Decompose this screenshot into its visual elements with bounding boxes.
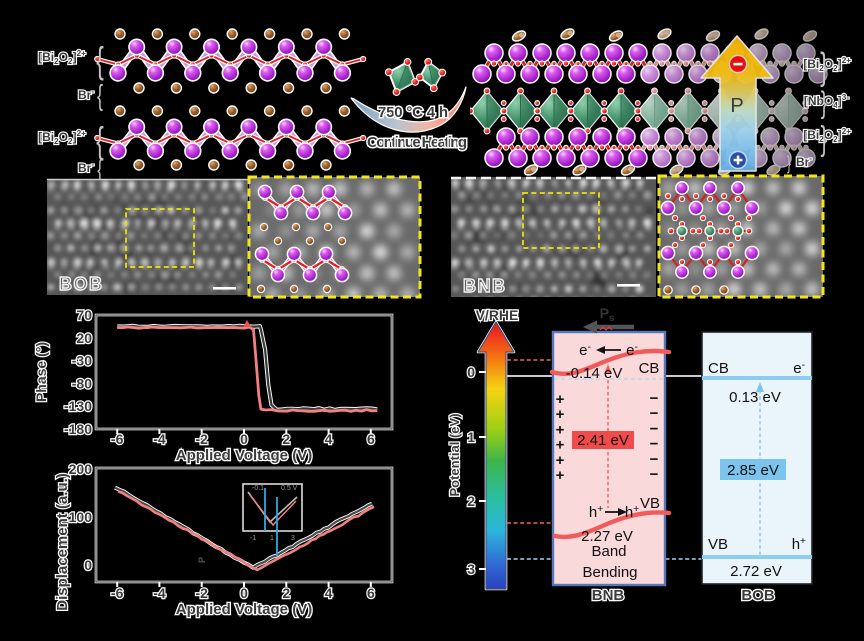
svg-text:Band: Band [591, 543, 626, 560]
svg-text:BNB: BNB [463, 276, 507, 296]
svg-text:[Bi2​O2​]2+​: [Bi2​O2​]2+​ [803, 127, 851, 144]
svg-text:3: 3 [467, 561, 475, 577]
svg-text:2: 2 [467, 493, 475, 509]
svg-text:-30: -30 [72, 353, 92, 369]
svg-text:2: 2 [282, 585, 290, 601]
svg-text:CB: CB [639, 360, 660, 377]
svg-text:V/RHE: V/RHE [476, 307, 519, 323]
svg-text:-6: -6 [111, 585, 124, 601]
svg-text:-1: -1 [250, 535, 256, 542]
svg-text:−: − [650, 420, 659, 437]
svg-text:3: 3 [291, 535, 295, 542]
svg-text:}: } [820, 44, 828, 87]
svg-text:-0.1: -0.1 [252, 485, 264, 492]
svg-text:{: { [96, 119, 104, 161]
svg-text:6: 6 [367, 431, 375, 447]
svg-text:VB: VB [708, 536, 728, 553]
svg-text:+: + [556, 391, 565, 408]
svg-text:-2: -2 [195, 585, 208, 601]
svg-text:2: 2 [282, 431, 290, 447]
svg-text:Br-​: Br-​ [78, 160, 94, 175]
svg-text:2.41 eV: 2.41 eV [577, 432, 629, 449]
svg-text:−: − [650, 405, 659, 422]
svg-text:+: + [556, 406, 565, 423]
svg-text:P: P [197, 557, 207, 563]
svg-text:-180: -180 [64, 421, 92, 437]
svg-text:−: − [650, 390, 659, 407]
svg-text:0: 0 [240, 431, 248, 447]
svg-text:-0.14 eV: -0.14 eV [566, 365, 623, 382]
svg-text:BOB: BOB [741, 587, 775, 604]
svg-text:BOB: BOB [59, 274, 104, 294]
svg-text:2.85 eV: 2.85 eV [727, 462, 779, 479]
svg-text:-6: -6 [111, 431, 124, 447]
svg-text:}: } [820, 119, 827, 157]
svg-text:-4: -4 [153, 585, 166, 601]
svg-text:{: { [96, 39, 104, 81]
svg-text:Phase (°): Phase (°) [33, 342, 49, 402]
svg-text:−: − [650, 436, 659, 453]
svg-text:{: { [97, 80, 103, 112]
svg-text:-4: -4 [153, 431, 166, 447]
svg-text:70: 70 [76, 307, 92, 323]
svg-text:Applied Voltage (V): Applied Voltage (V) [176, 601, 312, 618]
svg-text:0: 0 [84, 557, 92, 573]
svg-text:2.27 eV: 2.27 eV [581, 528, 633, 545]
svg-text:Displacement (a.u.): Displacement (a.u.) [54, 473, 71, 611]
svg-text:-130: -130 [64, 398, 92, 414]
svg-text:Br-​: Br-​ [796, 154, 812, 169]
svg-text:4: 4 [325, 585, 333, 601]
svg-text:VB: VB [640, 495, 660, 512]
svg-text:200: 200 [69, 461, 93, 477]
svg-text:Bending: Bending [582, 564, 637, 581]
svg-text:2.72 eV: 2.72 eV [730, 563, 782, 580]
svg-text:20: 20 [76, 330, 92, 346]
svg-text:Br-​: Br-​ [78, 87, 94, 102]
svg-text:}: } [787, 154, 791, 174]
svg-text:6: 6 [367, 585, 375, 601]
svg-text:−: − [650, 466, 659, 483]
svg-text:}: } [821, 86, 828, 120]
svg-text:{: { [97, 154, 102, 184]
svg-text:e-​: e-​ [793, 360, 805, 377]
svg-text:Continue Heating: Continue Heating [367, 134, 467, 151]
svg-text:[Bi2​O2​]2+​: [Bi2​O2​]2+​ [38, 49, 86, 66]
svg-text:Potential (eV): Potential (eV) [447, 413, 462, 496]
svg-text:[Bi2​O2​]2+​: [Bi2​O2​]2+​ [38, 129, 86, 146]
svg-text:+: + [556, 437, 565, 454]
svg-text:−: − [650, 451, 659, 468]
svg-text:+: + [556, 421, 565, 438]
svg-text:750 °C 4 h: 750 °C 4 h [378, 104, 448, 121]
svg-text:BNB: BNB [592, 587, 625, 604]
svg-text:[NbO4​]3-​: [NbO4​]3-​ [804, 93, 849, 110]
svg-text:CB: CB [708, 360, 729, 377]
svg-text:1: 1 [467, 429, 475, 445]
svg-text:+: + [556, 452, 565, 469]
svg-text:0: 0 [240, 585, 248, 601]
svg-text:+: + [556, 467, 565, 484]
svg-text:P: P [730, 95, 743, 117]
svg-text:e-​: e-​ [579, 342, 591, 359]
svg-text:-2: -2 [195, 431, 208, 447]
svg-text:e-​: e-​ [626, 342, 638, 359]
svg-text:0.13 eV: 0.13 eV [729, 389, 781, 406]
svg-text:4: 4 [325, 431, 333, 447]
svg-text:-80: -80 [72, 375, 92, 391]
svg-text:[Bi2​O2​]2+​: [Bi2​O2​]2+​ [803, 56, 851, 73]
svg-text:0: 0 [467, 364, 475, 380]
svg-text:0.5 V: 0.5 V [281, 485, 298, 492]
svg-text:1: 1 [270, 535, 274, 542]
svg-text:100: 100 [69, 509, 93, 525]
svg-text:Applied Voltage (V): Applied Voltage (V) [176, 447, 312, 464]
